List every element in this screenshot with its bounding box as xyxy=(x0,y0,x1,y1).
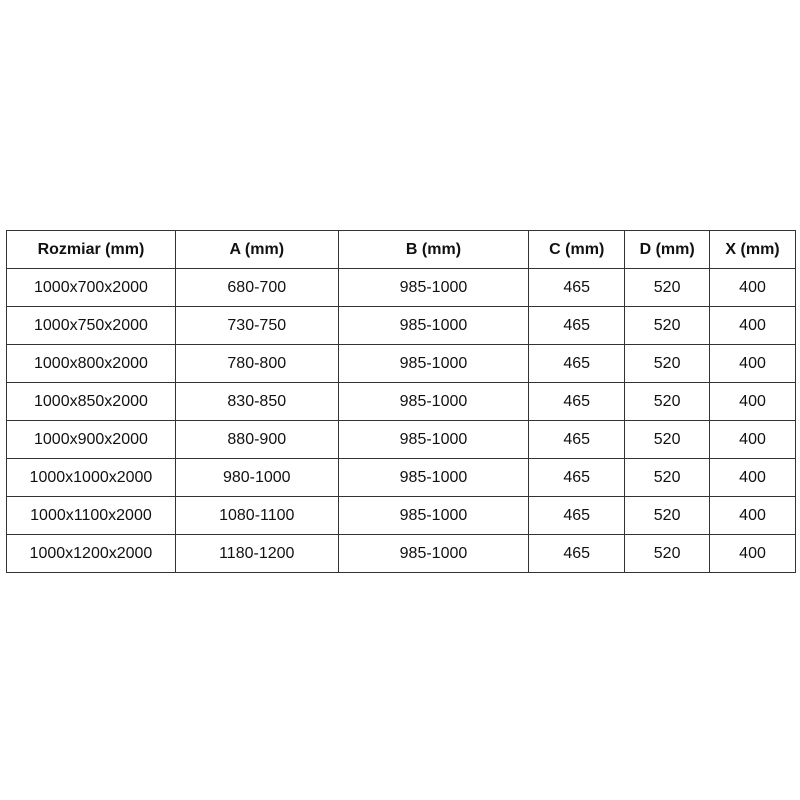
column-header-a: A (mm) xyxy=(174,230,339,269)
cell-size: 1000x850x2000 xyxy=(6,382,176,421)
cell-d: 520 xyxy=(624,458,711,497)
cell-size: 1000x1000x2000 xyxy=(6,458,176,497)
column-header-d: D (mm) xyxy=(624,230,711,269)
table-row: 1000x850x2000 830-850 985-1000 465 520 400 xyxy=(6,382,796,421)
cell-d: 520 xyxy=(624,344,711,383)
cell-d: 520 xyxy=(624,306,711,345)
table-row: 1000x1100x2000 1080-1100 985-1000 465 520 400 xyxy=(6,496,796,535)
column-header-b: B (mm) xyxy=(337,230,530,269)
cell-c: 465 xyxy=(528,534,626,573)
cell-x: 400 xyxy=(709,420,796,459)
cell-d: 520 xyxy=(624,382,711,421)
cell-size: 1000x750x2000 xyxy=(6,306,176,345)
cell-x: 400 xyxy=(709,268,796,307)
cell-b: 985-1000 xyxy=(337,268,530,307)
cell-d: 520 xyxy=(624,420,711,459)
cell-d: 520 xyxy=(624,268,711,307)
header-row: Rozmiar (mm) A (mm) B (mm) C (mm) D (mm) X (m… xyxy=(6,230,796,269)
cell-size: 1000x800x2000 xyxy=(6,344,176,383)
cell-a: 730-750 xyxy=(174,306,339,345)
cell-a: 780-800 xyxy=(174,344,339,383)
cell-a: 1180-1200 xyxy=(174,534,339,573)
cell-a: 880-900 xyxy=(174,420,339,459)
cell-a: 830-850 xyxy=(174,382,339,421)
cell-b: 985-1000 xyxy=(337,420,530,459)
cell-b: 985-1000 xyxy=(337,344,530,383)
table-row: 1000x800x2000 780-800 985-1000 465 520 400 xyxy=(6,344,796,383)
cell-x: 400 xyxy=(709,458,796,497)
cell-d: 520 xyxy=(624,534,711,573)
column-header-size: Rozmiar (mm) xyxy=(6,230,176,269)
table-row: 1000x1000x2000 980-1000 985-1000 465 520 400 xyxy=(6,458,796,497)
cell-a: 1080-1100 xyxy=(174,496,339,535)
table-row: 1000x1200x2000 1180-1200 985-1000 465 520 400 xyxy=(6,534,796,573)
table-row: 1000x900x2000 880-900 985-1000 465 520 400 xyxy=(6,420,796,459)
cell-x: 400 xyxy=(709,534,796,573)
cell-a: 980-1000 xyxy=(174,458,339,497)
cell-size: 1000x1100x2000 xyxy=(6,496,176,535)
cell-size: 1000x700x2000 xyxy=(6,268,176,307)
cell-c: 465 xyxy=(528,458,626,497)
cell-c: 465 xyxy=(528,382,626,421)
cell-c: 465 xyxy=(528,420,626,459)
cell-b: 985-1000 xyxy=(337,496,530,535)
cell-c: 465 xyxy=(528,268,626,307)
cell-x: 400 xyxy=(709,344,796,383)
cell-b: 985-1000 xyxy=(337,306,530,345)
column-header-x: X (mm) xyxy=(709,230,796,269)
cell-x: 400 xyxy=(709,496,796,535)
cell-x: 400 xyxy=(709,382,796,421)
cell-b: 985-1000 xyxy=(337,534,530,573)
cell-size: 1000x1200x2000 xyxy=(6,534,176,573)
cell-size: 1000x900x2000 xyxy=(6,420,176,459)
cell-b: 985-1000 xyxy=(337,458,530,497)
dimensions-table: Rozmiar (mm) A (mm) B (mm) C (mm) D (mm) X (m… xyxy=(6,230,796,573)
cell-x: 400 xyxy=(709,306,796,345)
cell-c: 465 xyxy=(528,344,626,383)
table-row: 1000x750x2000 730-750 985-1000 465 520 400 xyxy=(6,306,796,345)
cell-d: 520 xyxy=(624,496,711,535)
cell-c: 465 xyxy=(528,306,626,345)
cell-a: 680-700 xyxy=(174,268,339,307)
cell-c: 465 xyxy=(528,496,626,535)
table-row: 1000x700x2000 680-700 985-1000 465 520 400 xyxy=(6,268,796,307)
cell-b: 985-1000 xyxy=(337,382,530,421)
column-header-c: C (mm) xyxy=(528,230,626,269)
